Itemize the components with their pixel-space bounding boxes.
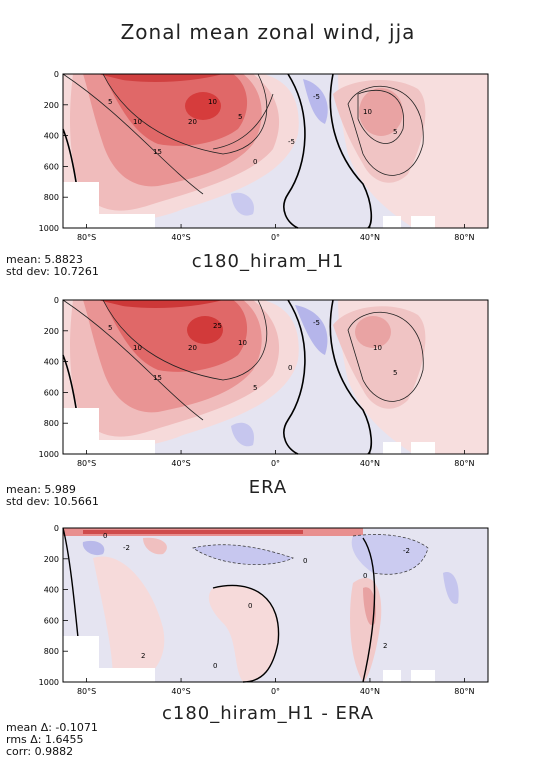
panel-diff: 0 200 400 600 800 1000 80°S 40°S 0° 40°N 80°N -2 0 2 0… [0,456,536,758]
contour-label: 10 [373,344,382,352]
contour-label: 5 [393,128,397,136]
contour-label: 5 [238,113,242,121]
panel-title: c180_hiram_H1 [191,251,345,272]
contour-label: 5 [253,384,257,392]
contour-label: 0 [288,364,292,372]
land-mask [63,182,99,228]
panel-title: ERA [248,477,288,498]
stat-std: std dev: 10.5661 [6,495,99,508]
x-tick-label: 40°S [171,233,190,242]
nh-jet-core [359,88,403,136]
contour-label: 0 [213,662,217,670]
y-tick-label: 800 [44,647,59,656]
contour-label: 0 [253,158,257,166]
y-tick-label: 1000 [39,224,59,233]
jet-core [185,92,221,120]
x-tick-label: 40°N [360,459,380,468]
contour-label: 0 [248,602,252,610]
contour-label: -2 [123,544,130,552]
x-tick-label: 40°N [360,233,380,242]
panel-model: 0 200 400 600 800 1000 80°S 40°S 0° 40°N 80°N 5 10 15… [0,0,536,278]
stat-rms: rms Δ: 1.6455 [6,733,84,746]
y-tick-label: 400 [44,358,59,367]
y-tick-label: 200 [44,555,59,564]
x-tick-label: 80°S [77,687,96,696]
x-tick-label: 40°N [360,687,380,696]
x-tick-label: 80°S [77,459,96,468]
panel-era: 0 200 400 600 800 1000 80°S 40°S 0° 40°N 80°N 5 10 15… [0,228,536,508]
contour-label: 10 [238,339,247,347]
contour-label: 20 [188,344,197,352]
contour-label: 20 [188,118,197,126]
panel-stats: mean: 5.8823 std dev: 10.7261 [6,254,99,278]
y-tick-label: 600 [44,616,59,625]
panel-stats: mean: 5.989 std dev: 10.5661 [6,484,99,508]
stat-mean: mean: 5.989 [6,483,76,496]
contour-label: 10 [208,98,217,106]
y-tick-label: 800 [44,193,59,202]
x-tick-label: 0° [271,687,280,696]
y-tick-label: 200 [44,101,59,110]
contour-label: 10 [133,118,142,126]
x-tick-label: 80°N [454,233,474,242]
panel-stats: mean Δ: -0.1071 rms Δ: 1.6455 corr: 0.98… [6,722,98,758]
contour-label: 2 [141,652,145,660]
contour-label: -5 [313,319,320,327]
contour-label: -2 [403,547,410,555]
contour-label: 0 [363,572,367,580]
contour-label: 5 [108,324,112,332]
contour-label: 5 [393,369,397,377]
figure-title: Zonal mean zonal wind, jja [120,20,416,44]
y-tick-label: 1000 [39,450,59,459]
y-tick-label: 0 [54,70,59,79]
stat-mean: mean Δ: -0.1071 [6,721,98,734]
y-tick-label: 600 [44,162,59,171]
panel-title: c180_hiram_H1 - ERA [161,703,375,724]
contour-label: 25 [213,322,222,330]
y-tick-label: 200 [44,327,59,336]
jet-region-stronger [103,74,248,146]
contour-label: 0 [303,557,307,565]
contour-label: -5 [313,93,320,101]
contour-label: 0 [103,532,107,540]
contour-label: 15 [153,374,162,382]
y-tick-label: 600 [44,388,59,397]
contour-label: -5 [288,138,295,146]
contour-label: 10 [363,108,372,116]
x-tick-label: 0° [271,459,280,468]
x-tick-label: 40°S [171,687,190,696]
contour-label: 5 [108,98,112,106]
easterly-region [303,79,328,124]
easterly-region-2 [231,192,254,216]
contour-label: 15 [153,148,162,156]
x-tick-label: 80°S [77,233,96,242]
stat-corr: corr: 0.9882 [6,745,74,758]
x-tick-label: 80°N [454,687,474,696]
contour-label: 2 [383,642,387,650]
y-tick-label: 1000 [39,678,59,687]
jet-top [98,74,223,82]
stat-mean: mean: 5.8823 [6,253,83,266]
x-tick-label: 40°S [171,459,190,468]
y-tick-label: 0 [54,524,59,533]
y-tick-label: 400 [44,132,59,141]
y-tick-label: 400 [44,586,59,595]
y-tick-label: 0 [54,296,59,305]
x-tick-label: 0° [271,233,280,242]
contour-label: 10 [133,344,142,352]
y-tick-label: 800 [44,419,59,428]
stat-std: std dev: 10.7261 [6,265,99,278]
x-tick-label: 80°N [454,459,474,468]
